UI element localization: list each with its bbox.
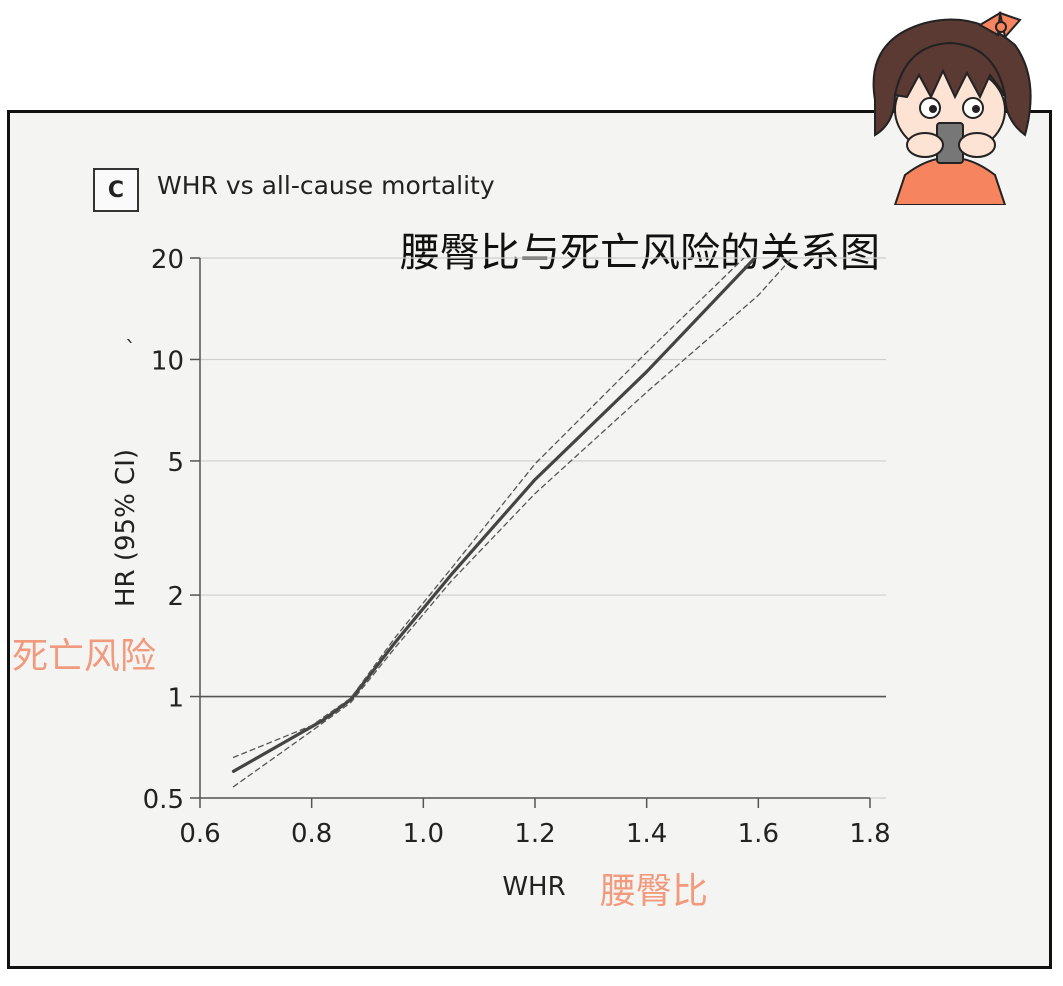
x-tick-label: 1.4 (626, 819, 667, 849)
series-lines (231, 258, 793, 788)
confidence-interval-line-lower (232, 258, 793, 788)
stray-mark: ` (125, 338, 136, 363)
x-tick-label: 0.8 (291, 819, 332, 849)
axes (190, 257, 871, 808)
x-axis-label: WHR (502, 872, 565, 902)
chinese-x-annotation: 腰臀比 (600, 871, 709, 912)
y-tick-label: 20 (151, 245, 184, 275)
chart-title: WHR vs all-cause mortality (157, 171, 495, 200)
y-axis-label: HR (95% CI) (111, 449, 141, 607)
chinese-title-annotation: 腰臀比与死亡风险的关系图 (400, 230, 880, 276)
grid-lines (200, 257, 886, 799)
y-tick-label: 0.5 (143, 785, 184, 815)
y-tick-label: 2 (167, 582, 184, 612)
x-tick-label: 1.0 (403, 819, 444, 849)
x-tick-label: 0.6 (179, 819, 220, 849)
y-tick-label: 5 (167, 448, 184, 478)
chinese-y-annotation: 死亡风险 (12, 636, 157, 677)
chart-frame (7, 110, 1052, 969)
x-tick-label: 1.6 (738, 819, 779, 849)
y-tick-label: 1 (167, 684, 184, 714)
y-tick-label: 10 (151, 346, 184, 376)
hazard-ratio-line (231, 258, 758, 773)
panel-letter: C (93, 168, 139, 212)
x-tick-label: 1.8 (849, 819, 890, 849)
cartoon-girl-sticker (872, 11, 1032, 205)
tick-labels: 0.5 1 2 5 10 20 0.6 0.8 1.0 1.2 1.4 1.6 1.8 (143, 245, 891, 849)
confidence-interval-line-upper (232, 258, 745, 759)
x-tick-label: 1.2 (514, 819, 555, 849)
